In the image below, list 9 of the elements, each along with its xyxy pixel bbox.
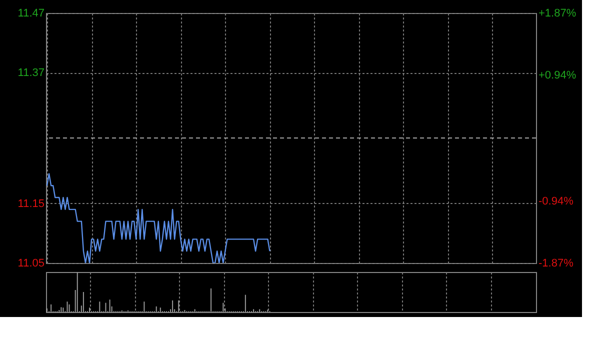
y-tick-label: 11.05: [18, 258, 44, 270]
y2-tick-label: -1.87%: [538, 258, 574, 270]
line-series: [46, 173, 270, 263]
y-tick-label: 11.47: [18, 8, 44, 20]
y-tick-label: 11.15: [18, 198, 44, 210]
y2-tick-label: +1.87%: [538, 8, 576, 20]
y2-tick-label: +0.94%: [538, 70, 576, 82]
y2-tick-label: -0.94%: [538, 195, 574, 208]
y-tick-label: 11.37: [18, 67, 44, 80]
